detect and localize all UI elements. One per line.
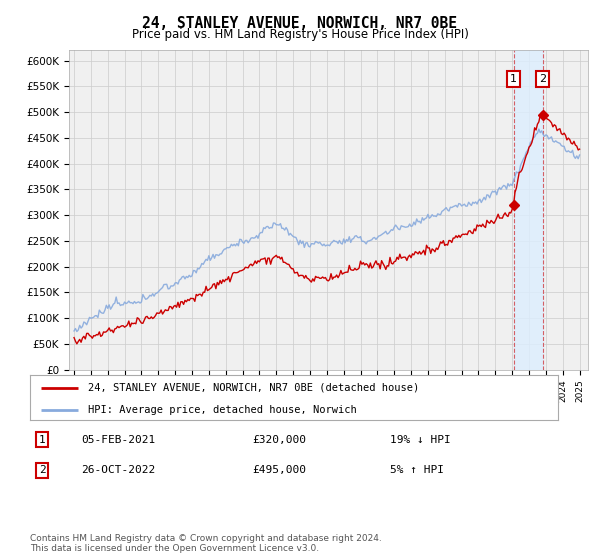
Text: Contains HM Land Registry data © Crown copyright and database right 2024.
This d: Contains HM Land Registry data © Crown c… xyxy=(30,534,382,553)
Text: 26-OCT-2022: 26-OCT-2022 xyxy=(81,465,155,475)
Text: 1: 1 xyxy=(510,74,517,84)
Text: £495,000: £495,000 xyxy=(252,465,306,475)
Text: 24, STANLEY AVENUE, NORWICH, NR7 0BE (detached house): 24, STANLEY AVENUE, NORWICH, NR7 0BE (de… xyxy=(88,382,419,393)
Text: 2: 2 xyxy=(38,465,46,475)
Bar xyxy=(514,50,543,370)
Text: 1: 1 xyxy=(38,435,46,445)
Text: 5% ↑ HPI: 5% ↑ HPI xyxy=(390,465,444,475)
Text: 19% ↓ HPI: 19% ↓ HPI xyxy=(390,435,451,445)
Text: £320,000: £320,000 xyxy=(252,435,306,445)
Text: 24, STANLEY AVENUE, NORWICH, NR7 0BE: 24, STANLEY AVENUE, NORWICH, NR7 0BE xyxy=(143,16,458,31)
Text: 2: 2 xyxy=(539,74,547,84)
Text: Price paid vs. HM Land Registry's House Price Index (HPI): Price paid vs. HM Land Registry's House … xyxy=(131,28,469,41)
Text: 05-FEB-2021: 05-FEB-2021 xyxy=(81,435,155,445)
Text: HPI: Average price, detached house, Norwich: HPI: Average price, detached house, Norw… xyxy=(88,405,357,415)
